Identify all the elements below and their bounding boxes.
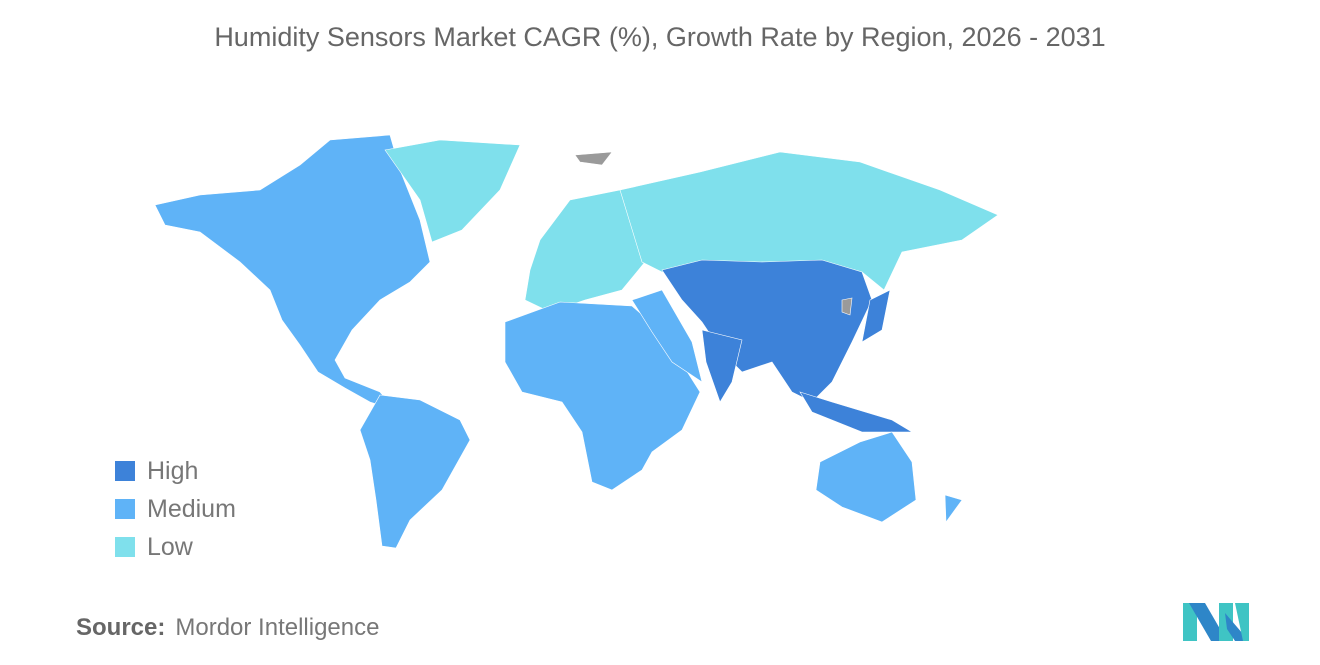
legend-item-medium: Medium: [115, 490, 236, 528]
legend-item-high: High: [115, 452, 236, 490]
region-middle-east: [631, 289, 703, 383]
region-south-america: [359, 394, 471, 549]
legend-swatch: [115, 499, 135, 519]
region-asia: [661, 259, 873, 403]
region-svalbard: [574, 151, 613, 166]
legend: High Medium Low: [115, 452, 236, 566]
region-australia: [815, 431, 917, 523]
source-note: Source: Mordor Intelligence: [76, 614, 379, 642]
region-new-zealand: [944, 494, 963, 523]
region-india: [701, 329, 743, 403]
region-korea: [841, 297, 853, 316]
mordor-logo: [1183, 603, 1249, 641]
legend-label: Medium: [147, 494, 236, 523]
chart-title: Humidity Sensors Market CAGR (%), Growth…: [214, 22, 1106, 52]
legend-swatch: [115, 461, 135, 481]
legend-label: High: [147, 456, 199, 485]
region-north-america: [154, 134, 431, 411]
region-japan: [861, 289, 891, 343]
region-indonesia: [799, 391, 914, 433]
legend-swatch: [115, 537, 135, 557]
legend-item-low: Low: [115, 528, 236, 566]
region-greenland: [384, 139, 521, 243]
source-value: Mordor Intelligence: [175, 614, 380, 641]
legend-label: Low: [147, 532, 193, 561]
source-label: Source:: [76, 614, 166, 641]
